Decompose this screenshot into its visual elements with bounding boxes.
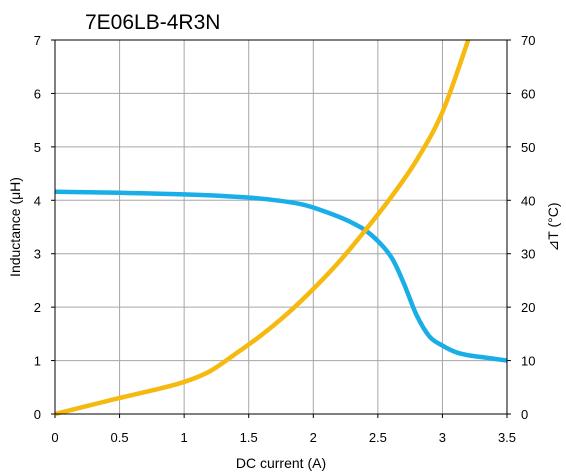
x-tick-label-4: 2 bbox=[310, 430, 317, 445]
x-axis-title: DC current (A) bbox=[236, 455, 326, 471]
inductance-series-line bbox=[54, 189, 508, 363]
y-right-tick-label-7: 70 bbox=[521, 33, 535, 48]
y-right-tick-label-2: 20 bbox=[521, 300, 535, 315]
x-tick-label-2: 1 bbox=[181, 430, 188, 445]
x-tick-label-7: 3.5 bbox=[498, 430, 516, 445]
y-left-tick-labels: 0 1 2 3 4 5 6 7 bbox=[34, 33, 41, 422]
x-tick-label-6: 3 bbox=[439, 430, 446, 445]
x-tick-label-0: 0 bbox=[51, 430, 58, 445]
chart-title: 7E06LB-4R3N bbox=[85, 11, 220, 34]
y-right-tick-label-3: 30 bbox=[521, 247, 535, 262]
y-left-tick-label-4: 4 bbox=[34, 193, 41, 208]
temperature-rise-series-line bbox=[54, 39, 471, 417]
y-right-tick-label-1: 10 bbox=[521, 354, 535, 369]
y-left-tick-label-3: 3 bbox=[34, 247, 41, 262]
y-right-tick-labels: 0 10 20 30 40 50 60 70 bbox=[521, 33, 535, 422]
y-right-tick-label-6: 60 bbox=[521, 86, 535, 101]
y-right-tick-label-4: 40 bbox=[521, 193, 535, 208]
y-left-tick-label-2: 2 bbox=[34, 300, 41, 315]
x-tick-label-1: 0.5 bbox=[111, 430, 129, 445]
x-tick-label-3: 1.5 bbox=[240, 430, 258, 445]
y-left-tick-label-5: 5 bbox=[34, 140, 41, 155]
y-left-tick-label-0: 0 bbox=[34, 407, 41, 422]
y-left-tick-label-7: 7 bbox=[34, 33, 41, 48]
y-left-axis-title: Inductance (μH) bbox=[7, 177, 23, 277]
y-right-tick-label-5: 50 bbox=[521, 140, 535, 155]
x-tick-labels: 0 0.5 1 1.5 2 2.5 3 3.5 bbox=[51, 430, 516, 445]
y-left-tick-label-6: 6 bbox=[34, 86, 41, 101]
series-layer bbox=[54, 39, 508, 417]
y-left-tick-label-1: 1 bbox=[34, 354, 41, 369]
x-tick-label-5: 2.5 bbox=[369, 430, 387, 445]
grid bbox=[51, 39, 511, 418]
y-right-axis-title: ⊿T (°C) bbox=[545, 203, 561, 252]
plot-frame bbox=[54, 39, 508, 415]
y-right-tick-label-0: 0 bbox=[521, 407, 528, 422]
